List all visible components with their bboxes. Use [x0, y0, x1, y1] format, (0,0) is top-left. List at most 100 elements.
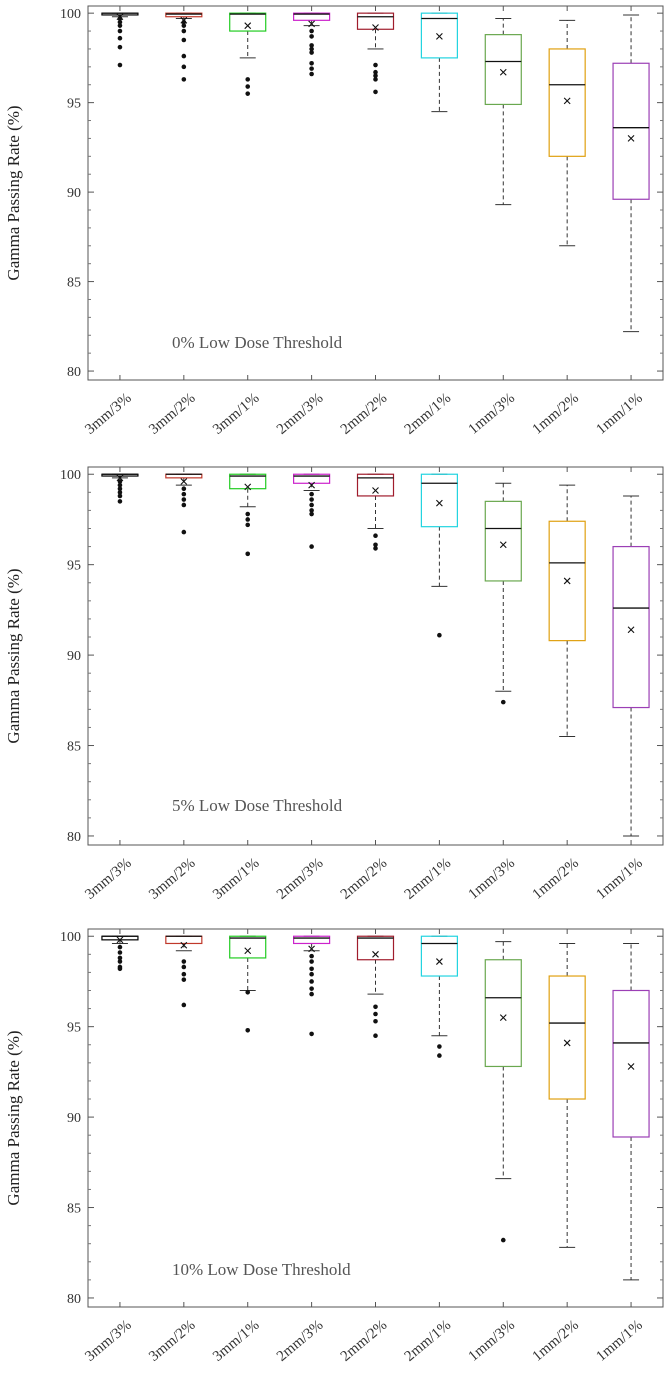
iqr-box — [293, 12, 331, 21]
chart-panel-3: 80 85 90 95 100 Gamma Passing Rate (%) 10% Low… — [4, 928, 664, 1365]
plot-frame — [87, 5, 664, 381]
iqr-box — [356, 12, 395, 30]
iqr-box — [548, 975, 586, 1100]
outlier-point — [373, 1004, 378, 1010]
outlier-point — [181, 491, 187, 497]
y-tick-label: 100 — [60, 7, 81, 22]
outlier-point — [117, 23, 123, 28]
outlier-point — [245, 517, 251, 522]
outlier-point — [309, 66, 314, 71]
outlier-point — [500, 1237, 506, 1243]
chart-panel-1: 80 85 90 95 100 Gamma Passing Rate (%) 0% Low … — [4, 5, 664, 438]
mean-marker — [627, 135, 635, 142]
mean-marker — [116, 936, 124, 944]
mean-marker — [372, 487, 379, 494]
plot-frame — [87, 928, 664, 1308]
box-3mm/2%: 3mm/2% — [146, 929, 203, 1365]
x-category-label: 2mm/2% — [338, 855, 390, 903]
box-1mm/3%: 1mm/3% — [466, 929, 522, 1365]
outlier-point — [245, 990, 251, 995]
box-1mm/1%: 1mm/1% — [593, 6, 650, 438]
iqr-box — [420, 12, 458, 59]
outlier-point — [309, 966, 314, 972]
x-category-label: 1mm/1% — [593, 1317, 645, 1365]
iqr-box — [612, 62, 650, 200]
mean-marker — [308, 481, 316, 489]
mean-marker — [435, 33, 443, 40]
x-category-label: 3mm/3% — [82, 390, 134, 438]
mean-marker — [372, 24, 379, 31]
outlier-point — [309, 34, 314, 39]
y-tick-label: 90 — [67, 649, 81, 664]
outlier-point — [309, 979, 314, 984]
y-tick-label: 80 — [67, 830, 81, 845]
outlier-point — [245, 1027, 251, 1033]
outlier-point — [373, 73, 378, 79]
mean-marker — [563, 1039, 571, 1047]
outlier-point — [373, 542, 378, 548]
outlier-point — [245, 511, 251, 517]
outlier-point — [181, 53, 187, 59]
mean-marker — [116, 474, 124, 482]
mean-marker — [244, 483, 252, 491]
outlier-point — [373, 62, 378, 68]
outlier-point — [117, 28, 123, 34]
mean-marker — [435, 958, 443, 965]
y-tick-label: 90 — [67, 186, 81, 201]
box-3mm/1%: 3mm/1% — [210, 467, 267, 903]
outlier-point — [309, 43, 314, 48]
box-3mm/2%: 3mm/2% — [146, 467, 203, 903]
outlier-point — [309, 46, 314, 52]
x-category-label: 1mm/2% — [529, 390, 581, 438]
outlier-point — [309, 953, 314, 959]
outlier-point — [309, 60, 314, 66]
iqr-box — [612, 989, 650, 1138]
y-tick-label: 90 — [67, 1111, 81, 1126]
mean-marker — [244, 22, 252, 30]
outlier-point — [181, 971, 187, 977]
iqr-box — [548, 520, 586, 642]
outlier-point — [181, 19, 187, 25]
box-1mm/2%: 1mm/2% — [529, 6, 586, 438]
outlier-point — [309, 491, 314, 497]
outlier-point — [181, 977, 187, 982]
iqr-box — [420, 473, 458, 528]
box-3mm/1%: 3mm/1% — [210, 6, 267, 438]
threshold-annotation: 5% Low Dose Threshold — [172, 796, 343, 815]
box-1mm/3%: 1mm/3% — [466, 6, 522, 438]
outlier-point — [309, 1031, 314, 1037]
iqr-box — [484, 959, 522, 1068]
x-category-label: 3mm/3% — [82, 855, 134, 903]
plot-frame — [87, 466, 664, 846]
y-tick-label: 85 — [67, 276, 81, 291]
outlier-point — [245, 91, 251, 96]
iqr-box — [356, 935, 395, 961]
outlier-point — [437, 1044, 442, 1049]
outlier-point — [373, 1011, 378, 1017]
mean-marker — [180, 941, 188, 949]
x-category-label: 2mm/1% — [402, 1317, 454, 1365]
outlier-point — [373, 533, 378, 539]
outlier-point — [309, 511, 314, 517]
mean-marker — [435, 499, 443, 507]
mean-marker — [499, 68, 507, 76]
outlier-point — [117, 959, 123, 964]
mean-marker — [499, 541, 507, 549]
chart-panel-2: 80 85 90 95 100 Gamma Passing Rate (%) 5% Low … — [4, 466, 664, 903]
iqr-box — [229, 935, 267, 959]
outlier-point — [309, 502, 314, 508]
iqr-box — [229, 473, 267, 490]
outlier-point — [373, 69, 378, 75]
box-3mm/2%: 3mm/2% — [146, 6, 203, 438]
box-3mm/1%: 3mm/1% — [210, 929, 267, 1365]
outlier-point — [181, 28, 187, 34]
outlier-point — [309, 508, 314, 513]
outlier-point — [117, 19, 123, 25]
outlier-point — [117, 479, 123, 484]
outlier-point — [117, 486, 123, 492]
outlier-point — [181, 486, 187, 492]
y-axis-title: Gamma Passing Rate (%) — [4, 105, 23, 280]
x-category-label: 1mm/3% — [466, 1317, 518, 1365]
box-3mm/3%: 3mm/3% — [82, 929, 139, 1365]
iqr-box — [293, 473, 331, 484]
